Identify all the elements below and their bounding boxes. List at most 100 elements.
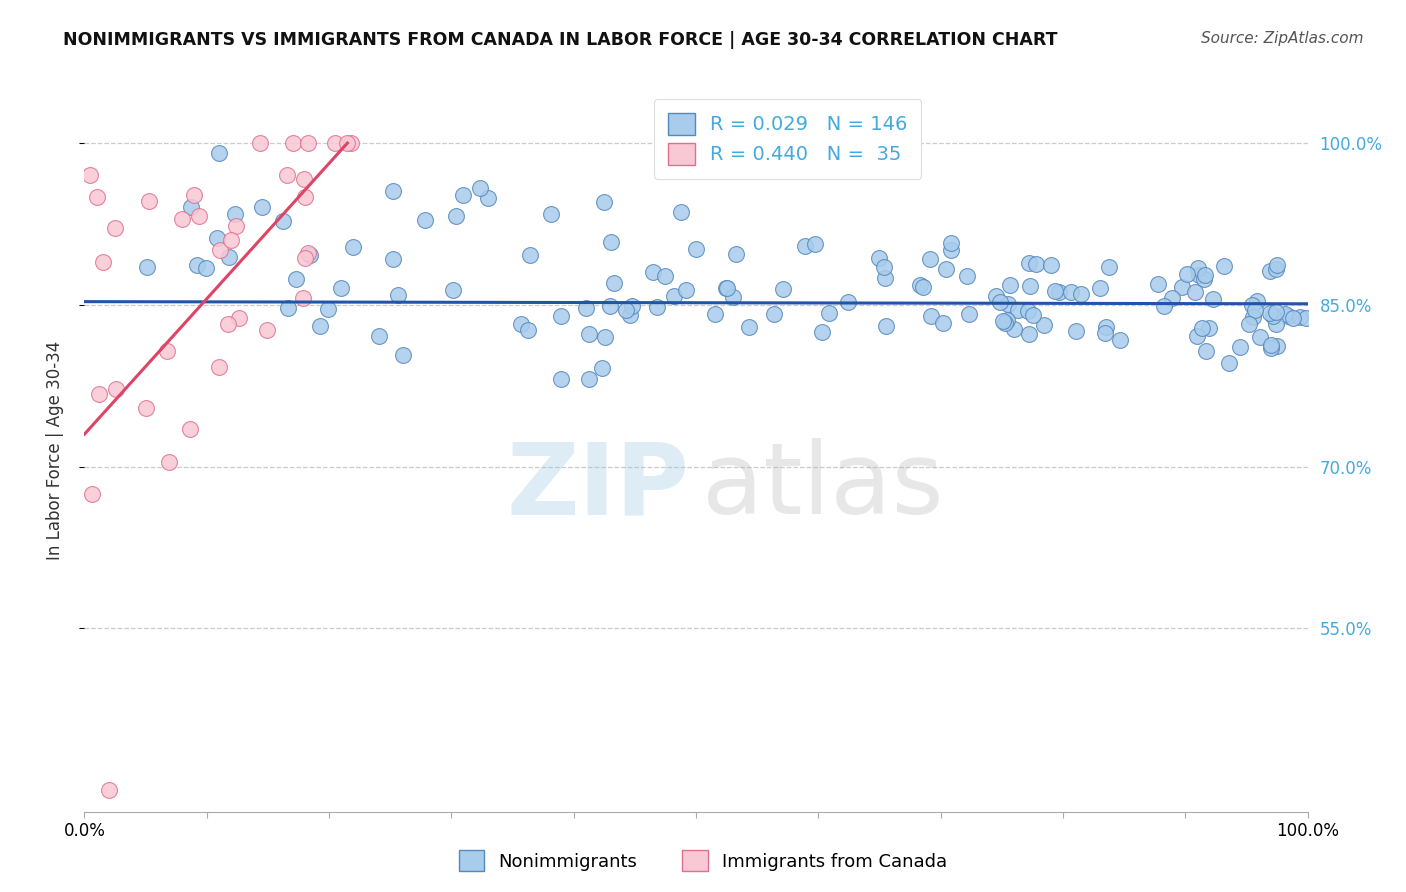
Point bbox=[297, 136, 319, 150]
Point bbox=[1195, 343, 1218, 358]
Point bbox=[716, 281, 738, 295]
Point bbox=[205, 231, 228, 245]
Point bbox=[619, 308, 641, 322]
Point bbox=[392, 348, 415, 362]
Point bbox=[993, 313, 1015, 327]
Point bbox=[1212, 259, 1234, 273]
Point bbox=[292, 172, 315, 186]
Point bbox=[441, 283, 464, 297]
Text: Source: ZipAtlas.com: Source: ZipAtlas.com bbox=[1201, 31, 1364, 46]
Point bbox=[1202, 292, 1225, 306]
Point bbox=[984, 289, 1007, 303]
Point bbox=[224, 207, 246, 221]
Point bbox=[329, 281, 352, 295]
Point bbox=[323, 136, 346, 150]
Point bbox=[772, 282, 794, 296]
Point bbox=[997, 297, 1019, 311]
Point bbox=[195, 260, 218, 275]
Point bbox=[1264, 305, 1286, 319]
Point bbox=[621, 299, 644, 313]
Point bbox=[228, 311, 250, 326]
Point bbox=[1000, 278, 1022, 293]
Point bbox=[1188, 268, 1211, 282]
Point bbox=[336, 136, 359, 150]
Point bbox=[818, 306, 841, 320]
Point bbox=[793, 238, 815, 252]
Point bbox=[704, 307, 727, 321]
Point bbox=[956, 268, 979, 283]
Point bbox=[935, 262, 957, 277]
Point bbox=[1260, 341, 1282, 355]
Point bbox=[1185, 329, 1208, 343]
Point bbox=[939, 244, 962, 258]
Point bbox=[1250, 330, 1272, 344]
Point bbox=[1281, 311, 1303, 326]
Point bbox=[217, 318, 239, 332]
Point bbox=[1240, 298, 1263, 312]
Point bbox=[920, 252, 942, 266]
Point bbox=[1175, 268, 1198, 282]
Point bbox=[136, 260, 159, 275]
Point bbox=[276, 168, 298, 182]
Point bbox=[1171, 279, 1194, 293]
Text: atlas: atlas bbox=[702, 438, 943, 535]
Point bbox=[1007, 303, 1029, 318]
Point bbox=[1246, 293, 1268, 308]
Point bbox=[1018, 327, 1040, 342]
Point bbox=[593, 195, 616, 210]
Point bbox=[873, 271, 896, 285]
Point bbox=[172, 211, 194, 226]
Point bbox=[510, 317, 533, 331]
Point bbox=[1260, 306, 1282, 320]
Point bbox=[86, 190, 108, 204]
Point bbox=[1017, 304, 1039, 318]
Point bbox=[277, 301, 299, 315]
Point bbox=[104, 382, 127, 396]
Point bbox=[578, 326, 600, 341]
Point bbox=[675, 283, 697, 297]
Point bbox=[1198, 320, 1220, 334]
Point bbox=[381, 184, 404, 198]
Point bbox=[1260, 338, 1282, 352]
Point bbox=[468, 181, 491, 195]
Point bbox=[591, 361, 613, 376]
Point bbox=[763, 307, 786, 321]
Point bbox=[316, 302, 339, 317]
Point bbox=[135, 401, 157, 415]
Point bbox=[225, 219, 247, 234]
Point bbox=[1218, 357, 1240, 371]
Point bbox=[1109, 333, 1132, 347]
Point bbox=[1244, 303, 1267, 318]
Point bbox=[1064, 324, 1087, 338]
Point bbox=[550, 372, 572, 386]
Point bbox=[519, 248, 541, 262]
Point bbox=[87, 386, 110, 401]
Point bbox=[1184, 285, 1206, 300]
Point bbox=[654, 268, 676, 283]
Point bbox=[256, 323, 278, 337]
Point bbox=[294, 251, 316, 265]
Point bbox=[1265, 339, 1288, 353]
Point bbox=[868, 251, 890, 265]
Point bbox=[219, 233, 242, 247]
Point bbox=[724, 246, 747, 260]
Point bbox=[1191, 320, 1213, 334]
Point bbox=[1237, 317, 1260, 331]
Point bbox=[957, 307, 980, 321]
Point bbox=[183, 187, 205, 202]
Point bbox=[641, 265, 664, 279]
Point bbox=[82, 487, 104, 501]
Point bbox=[1194, 268, 1216, 282]
Text: NONIMMIGRANTS VS IMMIGRANTS FROM CANADA IN LABOR FORCE | AGE 30-34 CORRELATION C: NONIMMIGRANTS VS IMMIGRANTS FROM CANADA … bbox=[63, 31, 1057, 49]
Point bbox=[387, 288, 409, 302]
Point bbox=[988, 294, 1011, 309]
Point bbox=[1047, 285, 1070, 299]
Point bbox=[575, 301, 598, 315]
Point bbox=[157, 455, 180, 469]
Point bbox=[1265, 262, 1288, 277]
Point bbox=[294, 190, 316, 204]
Point bbox=[1265, 258, 1288, 272]
Point bbox=[593, 329, 616, 343]
Point bbox=[281, 136, 304, 150]
Point bbox=[1261, 309, 1284, 323]
